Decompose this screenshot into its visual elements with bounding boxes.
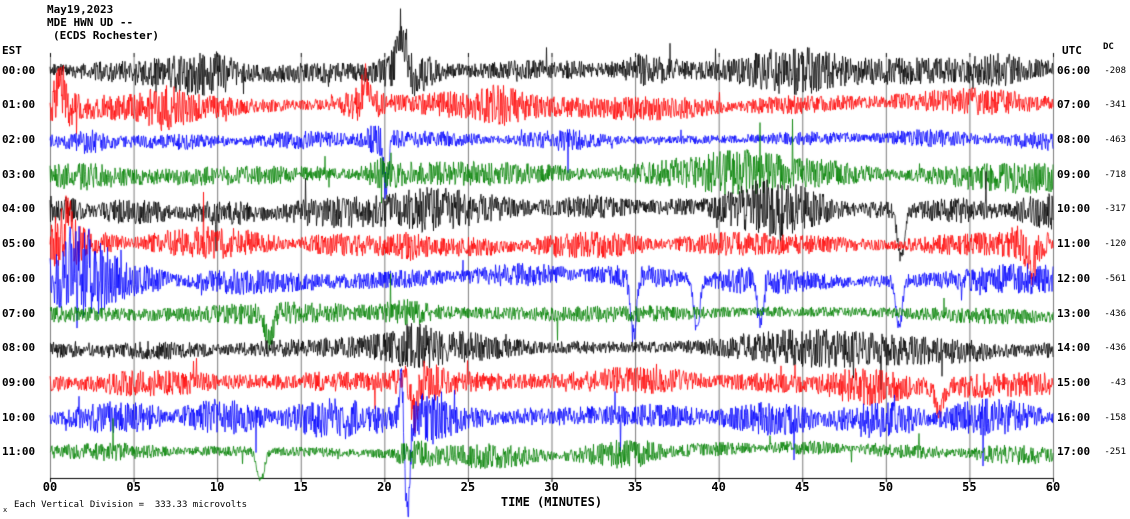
dc-offset-value: -436 bbox=[1104, 343, 1126, 354]
utc-hour-label: 17:00 bbox=[1057, 445, 1091, 459]
est-hour-label: 02:00 bbox=[2, 132, 36, 146]
est-hour-label: 01:00 bbox=[2, 98, 36, 112]
dc-column-label: DC bbox=[1103, 42, 1114, 52]
x-axis-tick-label: 55 bbox=[962, 480, 977, 494]
right-timezone-label: UTC bbox=[1062, 44, 1082, 57]
x-axis-tick-label: 35 bbox=[627, 480, 643, 494]
utc-hour-label: 13:00 bbox=[1057, 306, 1091, 320]
x-axis-tick-label: 40 bbox=[711, 480, 726, 494]
est-hour-label: 06:00 bbox=[2, 271, 36, 285]
header-station: MDE HWN UD -- bbox=[47, 16, 134, 29]
dc-offset-value: -317 bbox=[1104, 204, 1126, 215]
est-hour-label: 04:00 bbox=[2, 202, 36, 216]
left-timezone-label: EST bbox=[2, 44, 22, 57]
x-axis-tick-label: 15 bbox=[293, 480, 308, 494]
est-hour-label: 03:00 bbox=[2, 167, 36, 181]
dc-offset-value: -208 bbox=[1104, 65, 1126, 76]
utc-hour-label: 16:00 bbox=[1057, 410, 1091, 424]
utc-hour-label: 10:00 bbox=[1057, 202, 1091, 216]
utc-hour-label: 14:00 bbox=[1057, 341, 1091, 355]
est-hour-label: 05:00 bbox=[2, 237, 36, 251]
est-hour-label: 07:00 bbox=[2, 306, 36, 320]
dc-offset-value: -463 bbox=[1104, 134, 1126, 145]
x-axis-tick-label: 45 bbox=[795, 480, 810, 494]
utc-hour-label: 11:00 bbox=[1057, 237, 1091, 251]
utc-hour-label: 07:00 bbox=[1057, 98, 1091, 112]
x-axis-tick-label: 50 bbox=[878, 480, 894, 494]
dc-offset-value: -561 bbox=[1104, 273, 1126, 284]
header-date: May19,2023 bbox=[47, 3, 114, 16]
x-axis-tick-label: 20 bbox=[377, 480, 392, 494]
dc-offset-value: -251 bbox=[1104, 447, 1126, 458]
utc-hour-label: 08:00 bbox=[1057, 132, 1091, 146]
est-hour-label: 11:00 bbox=[2, 445, 36, 459]
dc-offset-value: -158 bbox=[1104, 412, 1126, 423]
utc-hour-label: 12:00 bbox=[1057, 271, 1091, 285]
x-axis-tick-label: 10 bbox=[209, 480, 225, 494]
est-hour-label: 00:00 bbox=[2, 63, 36, 77]
est-hour-label: 10:00 bbox=[2, 410, 36, 424]
footer-marker: x bbox=[3, 506, 8, 514]
utc-hour-label: 15:00 bbox=[1057, 375, 1091, 389]
dc-offset-value: -436 bbox=[1104, 308, 1126, 319]
x-axis-tick-label: 25 bbox=[460, 480, 476, 494]
est-hour-label: 09:00 bbox=[2, 375, 36, 389]
header-location: (ECDS Rochester) bbox=[53, 29, 159, 42]
x-axis-title: TIME (MINUTES) bbox=[500, 495, 603, 509]
est-hour-label: 08:00 bbox=[2, 341, 36, 355]
x-axis-tick-label: 00 bbox=[42, 480, 58, 494]
x-axis-tick-label: 05 bbox=[126, 480, 141, 494]
dc-offset-value: -341 bbox=[1104, 100, 1126, 111]
utc-hour-label: 06:00 bbox=[1057, 63, 1091, 77]
dc-offset-value: -718 bbox=[1104, 169, 1126, 180]
scale-note: Each Vertical Division = 333.33 microvol… bbox=[14, 500, 247, 510]
dc-offset-value: -120 bbox=[1104, 239, 1126, 250]
x-axis-tick-label: 30 bbox=[544, 480, 559, 494]
utc-hour-label: 09:00 bbox=[1057, 167, 1091, 181]
x-axis-tick-label: 60 bbox=[1045, 480, 1061, 494]
dc-offset-value: -43 bbox=[1109, 377, 1126, 388]
